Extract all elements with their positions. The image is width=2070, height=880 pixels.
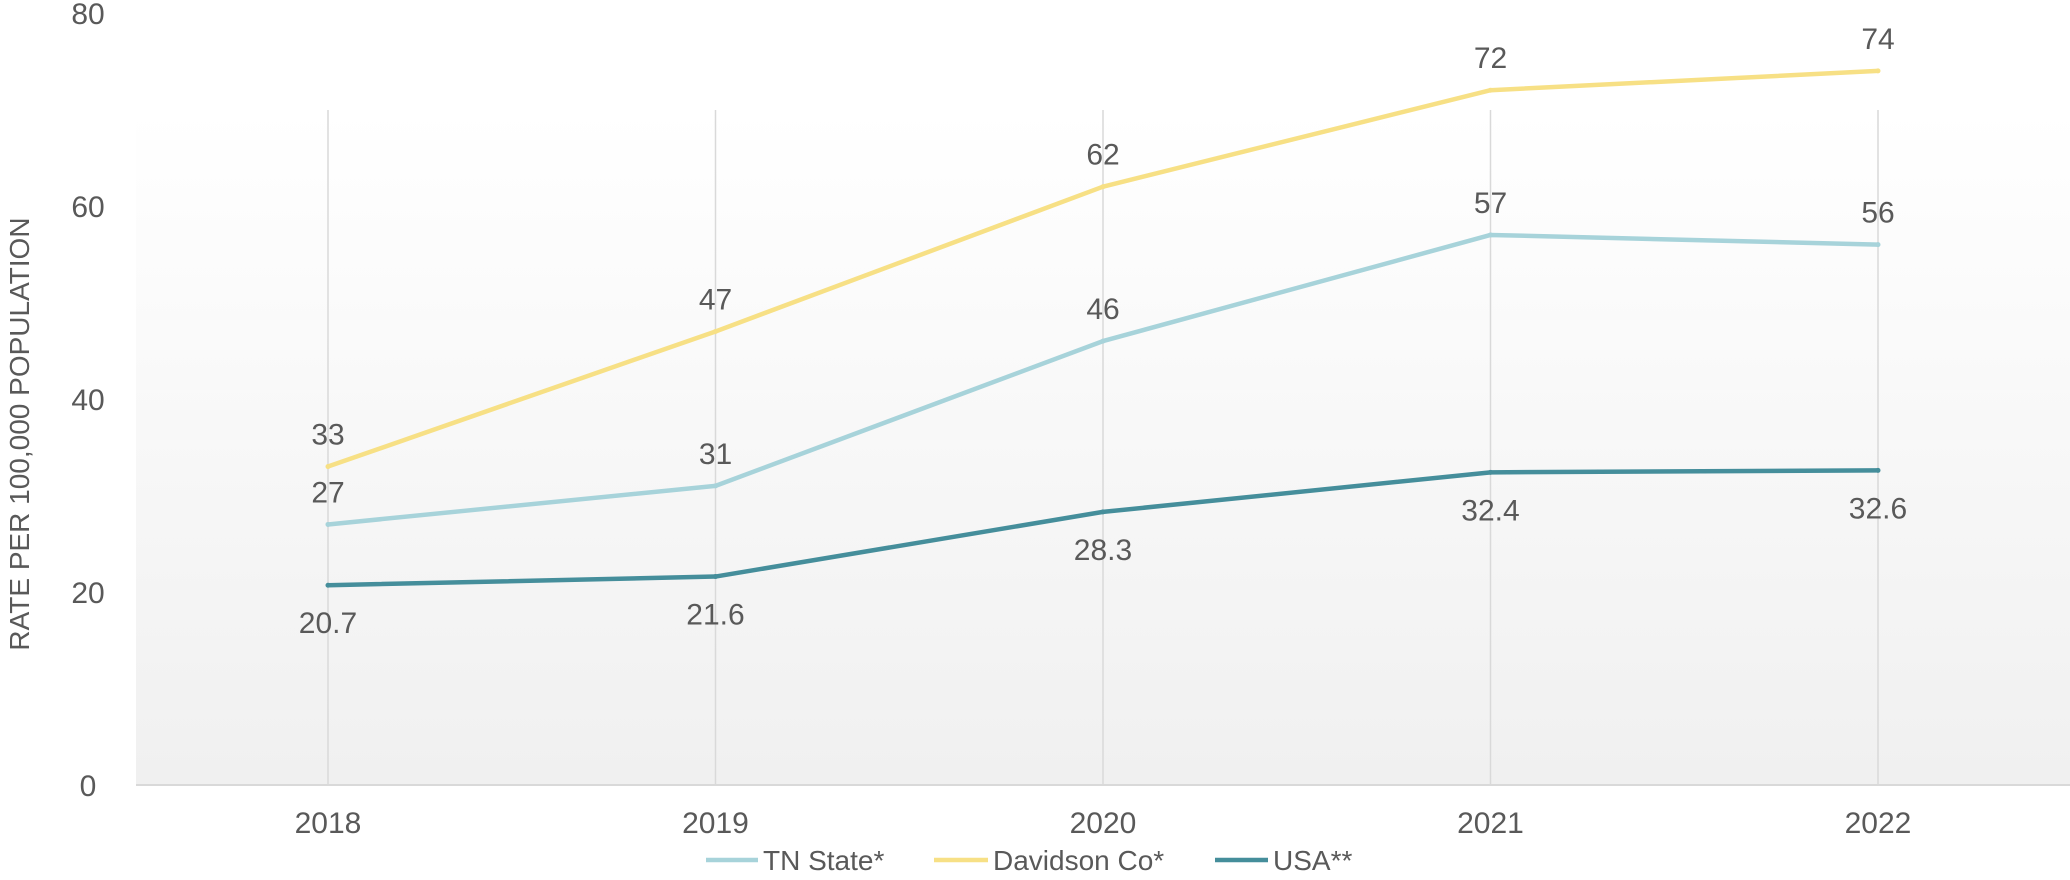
data-point — [1488, 88, 1493, 93]
data-point — [713, 329, 718, 334]
data-point — [1101, 339, 1106, 344]
data-point — [326, 522, 331, 527]
data-label: 32.6 — [1849, 492, 1907, 525]
data-label: 56 — [1861, 197, 1894, 230]
data-label: 46 — [1086, 293, 1119, 326]
legend-item: Davidson Co* — [934, 845, 1164, 875]
y-tick-label: 80 — [71, 0, 104, 31]
data-point — [1876, 68, 1881, 73]
legend: TN State* Davidson Co* USA** — [706, 845, 1352, 875]
x-tick-label: 2018 — [295, 807, 362, 840]
y-axis-title: RATE PER 100,000 POPULATION — [4, 217, 35, 650]
y-tick-label: 20 — [71, 577, 104, 610]
y-tick-label: 60 — [71, 191, 104, 224]
data-point — [1876, 242, 1881, 247]
data-point — [326, 464, 331, 469]
legend-label: Davidson Co* — [993, 845, 1164, 875]
data-label: 28.3 — [1074, 534, 1132, 567]
data-label: 74 — [1861, 23, 1894, 56]
data-label: 21.6 — [686, 599, 744, 632]
data-label: 33 — [311, 419, 344, 452]
data-label: 20.7 — [299, 607, 357, 640]
data-point — [1488, 470, 1493, 475]
legend-label: USA** — [1273, 845, 1352, 875]
data-point — [1488, 232, 1493, 237]
data-point — [326, 583, 331, 588]
data-label: 32.4 — [1461, 494, 1519, 527]
data-label: 27 — [311, 476, 344, 509]
x-tick-label: 2022 — [1845, 807, 1912, 840]
legend-item: TN State* — [706, 845, 884, 875]
x-tick-label: 2020 — [1070, 807, 1137, 840]
y-tick-label: 0 — [80, 770, 97, 803]
legend-item: USA** — [1215, 845, 1352, 875]
data-point — [713, 483, 718, 488]
data-label: 72 — [1474, 42, 1507, 75]
y-tick-label: 40 — [71, 384, 104, 417]
data-point — [713, 574, 718, 579]
data-label: 62 — [1086, 139, 1119, 172]
x-tick-label: 2021 — [1457, 807, 1524, 840]
data-label: 57 — [1474, 187, 1507, 220]
data-point — [1876, 468, 1881, 473]
data-point — [1101, 184, 1106, 189]
x-tick-label: 2019 — [682, 807, 749, 840]
data-label: 31 — [699, 438, 732, 471]
legend-label: TN State* — [763, 845, 884, 875]
data-point — [1101, 509, 1106, 514]
data-label: 47 — [699, 283, 732, 316]
